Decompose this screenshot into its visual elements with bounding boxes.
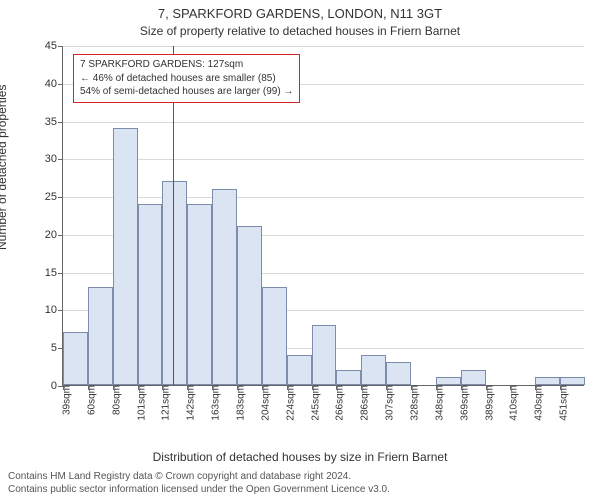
x-tick-label: 369sqm (457, 385, 470, 421)
x-tick-label: 224sqm (283, 385, 296, 421)
histogram-bar (535, 377, 560, 385)
footer-attribution: Contains HM Land Registry data © Crown c… (8, 471, 390, 496)
x-tick-label: 451sqm (557, 385, 570, 421)
footer-line-2: Contains public sector information licen… (8, 484, 390, 497)
x-tick-label: 348sqm (432, 385, 445, 421)
histogram-bar (386, 362, 411, 385)
x-tick-label: 410sqm (507, 385, 520, 421)
x-tick-label: 430sqm (532, 385, 545, 421)
x-tick-label: 101sqm (134, 385, 147, 421)
histogram-bar (560, 377, 585, 385)
x-tick-label: 60sqm (84, 385, 97, 415)
histogram-bar (336, 370, 361, 385)
y-tick-label: 25 (45, 191, 63, 203)
histogram-bar (162, 181, 187, 385)
x-tick-label: 389sqm (482, 385, 495, 421)
y-tick-label: 45 (45, 40, 63, 52)
x-tick-label: 183sqm (234, 385, 247, 421)
chart-title: 7, SPARKFORD GARDENS, LONDON, N11 3GT (0, 6, 600, 21)
annotation-box: 7 SPARKFORD GARDENS: 127sqm← 46% of deta… (73, 54, 300, 103)
histogram-bar (88, 287, 113, 385)
histogram-bar (237, 226, 262, 385)
histogram-bar (262, 287, 287, 385)
y-tick-label: 30 (45, 153, 63, 165)
grid-line (63, 159, 584, 160)
y-tick-label: 40 (45, 78, 63, 90)
histogram-bar (212, 189, 237, 385)
y-tick-label: 35 (45, 116, 63, 128)
x-tick-label: 245sqm (308, 385, 321, 421)
x-tick-label: 163sqm (209, 385, 222, 421)
histogram-bar (138, 204, 163, 385)
x-tick-label: 204sqm (258, 385, 271, 421)
chart-subtitle: Size of property relative to detached ho… (0, 24, 600, 38)
x-axis-label: Distribution of detached houses by size … (0, 450, 600, 464)
histogram-bar (63, 332, 88, 385)
footer-line-1: Contains HM Land Registry data © Crown c… (8, 471, 390, 484)
x-tick-label: 39sqm (60, 385, 73, 415)
grid-line (63, 122, 584, 123)
annotation-line: 54% of semi-detached houses are larger (… (80, 85, 293, 99)
x-tick-label: 266sqm (333, 385, 346, 421)
y-tick-label: 15 (45, 267, 63, 279)
y-axis-label: Number of detached properties (0, 85, 9, 250)
histogram-bar (287, 355, 312, 385)
y-tick-label: 5 (51, 342, 63, 354)
annotation-line: 7 SPARKFORD GARDENS: 127sqm (80, 58, 293, 72)
x-tick-label: 286sqm (358, 385, 371, 421)
histogram-bar (113, 128, 138, 385)
histogram-bar (361, 355, 386, 385)
annotation-line: ← 46% of detached houses are smaller (85… (80, 72, 293, 86)
histogram-bar (187, 204, 212, 385)
x-tick-label: 121sqm (159, 385, 172, 421)
histogram-bar (312, 325, 337, 385)
grid-line (63, 46, 584, 47)
grid-line (63, 197, 584, 198)
y-tick-label: 20 (45, 229, 63, 241)
x-tick-label: 328sqm (408, 385, 421, 421)
x-tick-label: 307sqm (383, 385, 396, 421)
histogram-bar (436, 377, 461, 385)
chart-container: 7, SPARKFORD GARDENS, LONDON, N11 3GT Si… (0, 0, 600, 500)
x-tick-label: 142sqm (184, 385, 197, 421)
y-tick-label: 10 (45, 304, 63, 316)
plot-area: 05101520253035404539sqm60sqm80sqm101sqm1… (62, 46, 584, 386)
x-tick-label: 80sqm (109, 385, 122, 415)
histogram-bar (461, 370, 486, 385)
